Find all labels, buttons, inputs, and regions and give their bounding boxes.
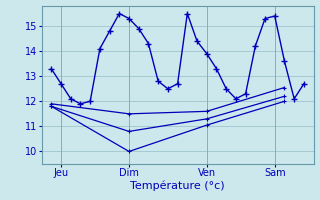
X-axis label: Température (°c): Température (°c)	[130, 181, 225, 191]
